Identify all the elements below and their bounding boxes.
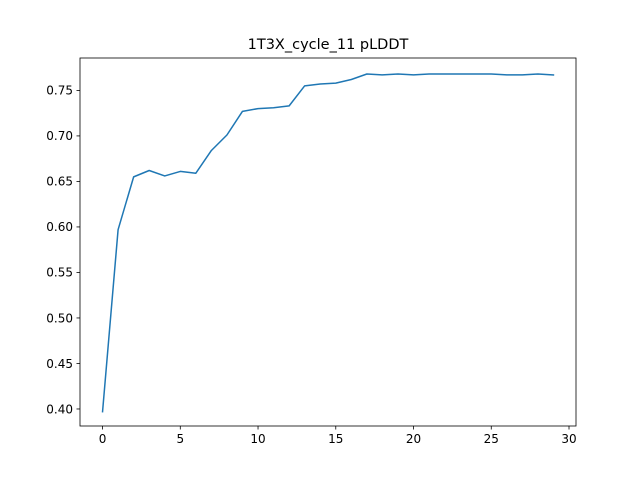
series-line-0 — [101, 73, 555, 413]
axes-frame — [79, 57, 577, 427]
x-tick-label: 5 — [176, 432, 184, 446]
y-tick-label: 0.50 — [46, 311, 73, 325]
x-tick-label: 15 — [328, 432, 343, 446]
plot-area: 0 5 10 15 20 25 30 0.40 0.45 0.50 0.55 0.60 0.65 0.7… — [46, 57, 577, 446]
x-axis: 0 5 10 15 20 25 30 — [99, 426, 577, 446]
y-tick-label: 0.60 — [46, 220, 73, 234]
x-tick-label: 20 — [406, 432, 421, 446]
y-tick-label: 0.45 — [46, 357, 73, 371]
y-tick-label: 0.40 — [46, 402, 73, 416]
y-tick-label: 0.75 — [46, 84, 73, 98]
x-tick-label: 25 — [484, 432, 499, 446]
x-tick-label: 30 — [561, 432, 576, 446]
y-tick-label: 0.55 — [46, 266, 73, 280]
x-tick-label: 10 — [250, 432, 265, 446]
chart-title: 1T3X_cycle_11 pLDDT — [248, 37, 409, 53]
y-tick-label: 0.70 — [46, 129, 73, 143]
x-tick-label: 0 — [99, 432, 107, 446]
y-tick-label: 0.65 — [46, 175, 73, 189]
series-layer — [101, 73, 555, 413]
y-axis: 0.40 0.45 0.50 0.55 0.60 0.65 0.70 0.75 — [46, 84, 80, 416]
